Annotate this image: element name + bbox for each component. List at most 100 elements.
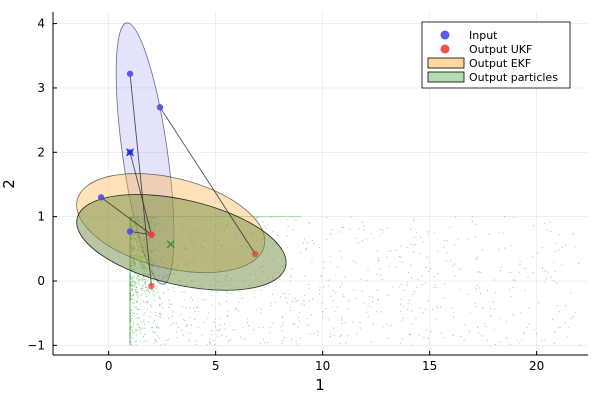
particle-point xyxy=(136,240,138,242)
particle-point xyxy=(133,245,135,248)
particle-point xyxy=(171,264,173,266)
particle-point xyxy=(210,217,212,219)
particle-point xyxy=(162,265,164,267)
particle-point xyxy=(132,248,134,250)
particle-point xyxy=(332,289,334,292)
particle-point xyxy=(137,273,139,275)
particle-point xyxy=(196,253,198,255)
particle-point xyxy=(320,274,322,276)
particle-point xyxy=(444,283,446,285)
particle-point xyxy=(151,326,153,328)
particle-point xyxy=(308,221,310,223)
particle-point xyxy=(282,322,284,324)
particle-point xyxy=(575,246,577,248)
particle-point xyxy=(134,261,136,263)
particle-point xyxy=(136,249,138,251)
particle-point xyxy=(339,286,341,288)
particle-point xyxy=(311,239,313,241)
particle-point xyxy=(325,307,327,309)
particle-point xyxy=(159,217,161,219)
particle-point xyxy=(498,232,500,234)
particle-point xyxy=(387,250,389,252)
particle-point xyxy=(130,226,132,228)
particle-point xyxy=(139,225,142,227)
particle-point xyxy=(146,250,148,252)
particle-point xyxy=(146,269,148,271)
particle-point xyxy=(226,315,228,318)
particle-point xyxy=(147,280,149,282)
particle-point xyxy=(154,342,156,344)
particle-point xyxy=(143,289,145,292)
particle-point xyxy=(149,221,151,223)
particle-point xyxy=(388,294,390,296)
particle-point xyxy=(189,332,192,334)
particle-point xyxy=(268,269,270,271)
particle-point xyxy=(130,281,133,283)
particle-point xyxy=(226,292,228,294)
particle-point xyxy=(445,260,447,262)
particle-point xyxy=(166,339,168,342)
particle-point xyxy=(395,266,397,268)
particle-point xyxy=(136,236,139,238)
particle-point xyxy=(176,267,179,269)
particle-point xyxy=(207,317,209,319)
particle-point xyxy=(553,262,555,264)
particle-point xyxy=(153,290,155,292)
particle-point xyxy=(132,245,134,247)
particle-point xyxy=(373,237,375,240)
particle-point xyxy=(235,234,237,236)
particle-point xyxy=(131,234,134,236)
particle-point xyxy=(139,236,141,238)
particle-point xyxy=(151,242,153,244)
particle-point xyxy=(183,299,185,301)
particle-point xyxy=(422,241,424,243)
particle-point xyxy=(130,295,132,297)
particle-point xyxy=(162,278,164,280)
particle-point xyxy=(301,303,304,305)
particle-point xyxy=(145,286,147,288)
particle-point xyxy=(467,238,469,240)
y-tick-label-0: −1 xyxy=(27,338,45,352)
particle-point xyxy=(187,263,189,265)
particle-point xyxy=(189,307,191,309)
particle-point xyxy=(243,280,245,282)
x-tick-label-4: 20 xyxy=(529,359,544,373)
particle-point xyxy=(415,291,417,293)
particle-point xyxy=(138,247,140,249)
particle-point xyxy=(134,230,136,232)
particle-point xyxy=(225,248,228,250)
particle-point xyxy=(322,316,324,318)
x-tick-label-3: 15 xyxy=(422,359,437,373)
particle-point xyxy=(286,235,288,237)
particle-point xyxy=(407,303,409,305)
particle-point xyxy=(135,229,137,231)
particle-point xyxy=(135,301,138,303)
particle-point xyxy=(241,338,243,340)
particle-point xyxy=(330,333,332,335)
particle-point xyxy=(131,284,133,286)
particle-point xyxy=(341,319,343,321)
particle-point xyxy=(189,316,191,318)
particle-point xyxy=(136,219,139,221)
particle-point xyxy=(144,312,146,314)
particle-point xyxy=(452,334,454,336)
particle-point xyxy=(145,218,147,220)
particle-point xyxy=(543,281,545,283)
particle-point xyxy=(130,245,132,247)
particle-point xyxy=(144,227,146,229)
particle-point xyxy=(545,270,547,272)
particle-point xyxy=(130,244,132,246)
particle-point xyxy=(400,245,402,247)
particle-point xyxy=(196,236,198,238)
particle-point xyxy=(143,226,145,228)
particle-point xyxy=(329,336,331,338)
particle-point xyxy=(132,226,134,229)
particle-point xyxy=(295,301,297,303)
particle-point xyxy=(159,297,161,299)
particle-point xyxy=(493,308,496,310)
particle-point xyxy=(297,326,299,328)
particle-point xyxy=(520,312,522,314)
particle-point xyxy=(281,265,283,267)
particle-point xyxy=(142,272,144,274)
particle-point xyxy=(139,248,141,251)
